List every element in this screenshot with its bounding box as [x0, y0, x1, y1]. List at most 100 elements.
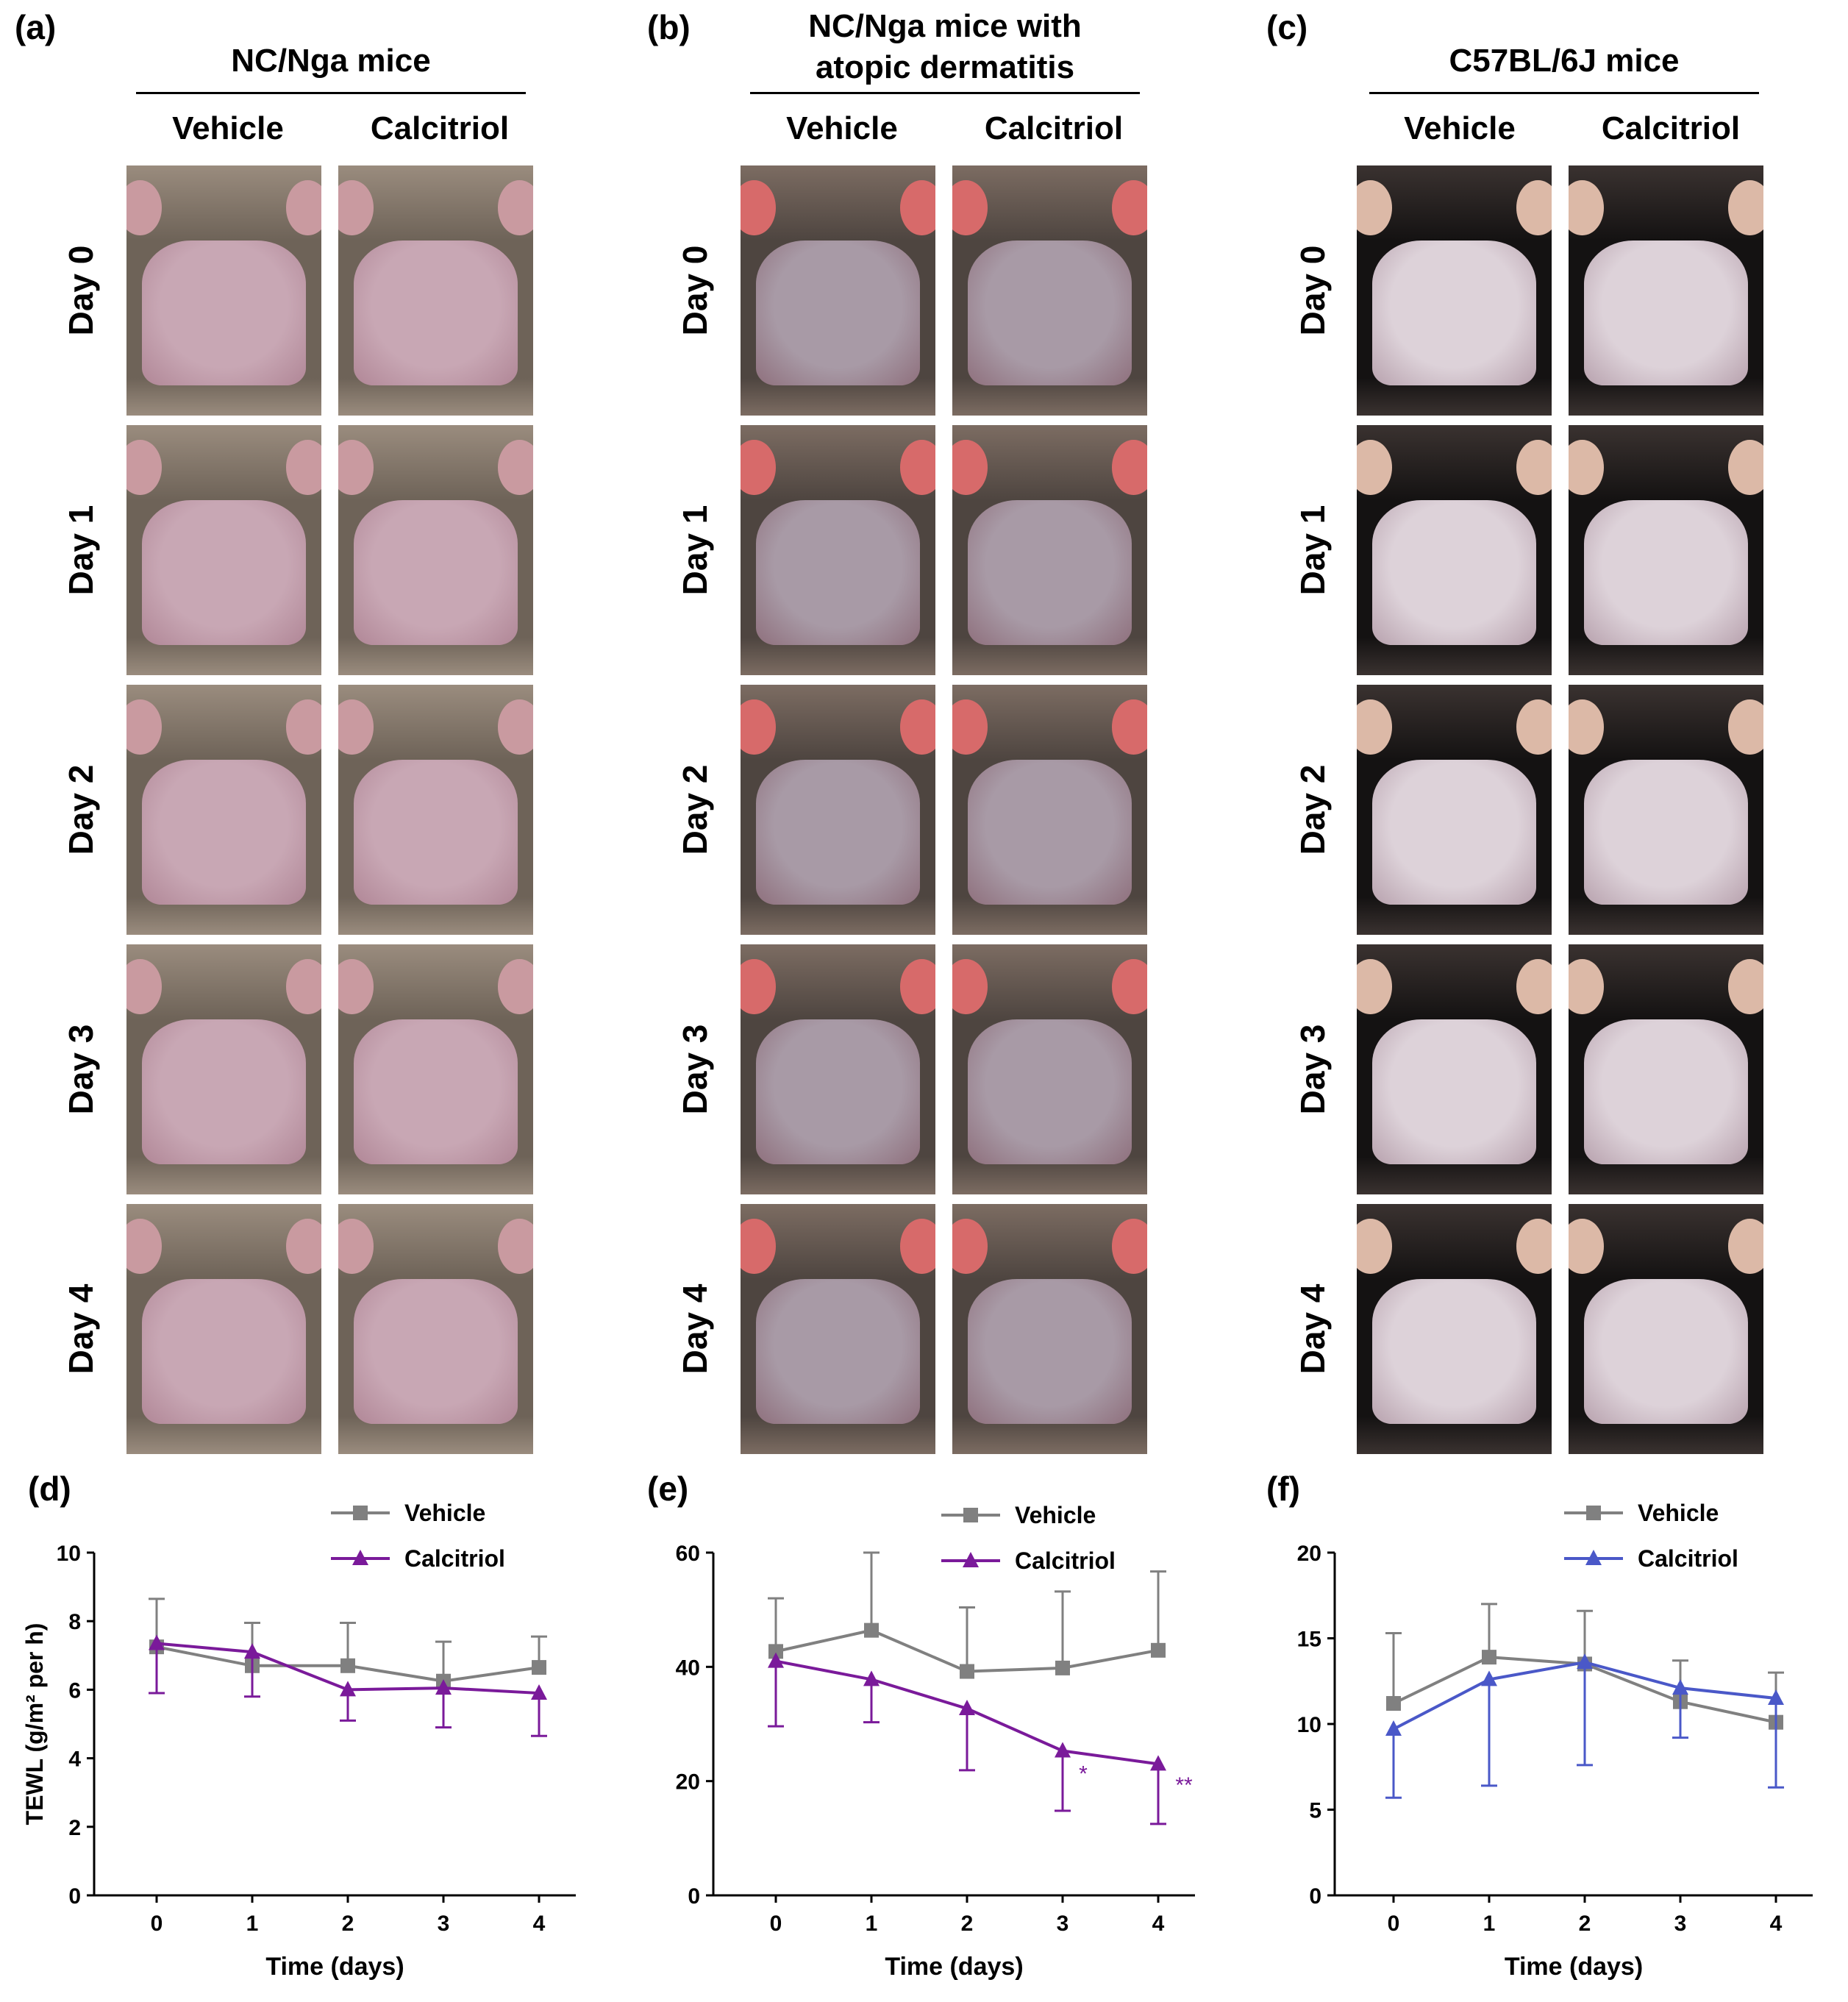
shaved-skin-area	[756, 1279, 920, 1425]
legend-label: Calcitriol	[404, 1545, 505, 1572]
x-tick-label: 1	[866, 1912, 878, 1936]
day-label: Day 2	[676, 764, 714, 855]
data-point-calcitriol	[1481, 1670, 1497, 1686]
ear-right	[286, 180, 321, 236]
y-tick-label: 20	[1297, 1542, 1321, 1566]
column-header-vehicle: Vehicle	[1404, 110, 1516, 146]
shaved-skin-area	[1584, 500, 1748, 646]
ear-right	[286, 1219, 321, 1275]
ear-left	[1357, 1219, 1392, 1275]
data-point-calcitriol	[1150, 1755, 1166, 1771]
data-point-vehicle	[1151, 1642, 1166, 1658]
ear-right	[498, 959, 533, 1015]
x-tick-label: 4	[533, 1912, 546, 1936]
shaved-skin-area	[354, 500, 518, 646]
shaved-skin-area	[1584, 760, 1748, 905]
data-point-calcitriol	[244, 1643, 260, 1659]
mouse-skin-photo	[952, 425, 1147, 675]
x-tick-label: 2	[1579, 1912, 1591, 1936]
column-header-calcitriol: Calcitriol	[1601, 110, 1741, 146]
ear-right	[498, 180, 533, 236]
panel-title-line: C57BL/6J mice	[1449, 43, 1680, 79]
tewl-chart-f: (f) 0 5 10 15 20 0 1 2 3 4 Time (days) Vehicle Calcit…	[1266, 1470, 1813, 1981]
day-label: Day 2	[62, 764, 100, 855]
data-point-calcitriol	[435, 1679, 452, 1695]
ear-right	[286, 699, 321, 755]
y-tick-label: 0	[68, 1884, 81, 1909]
mouse-skin-photo	[952, 685, 1147, 935]
mouse-skin-photo	[126, 685, 321, 935]
ear-left	[1357, 699, 1392, 755]
y-tick-label: 20	[676, 1770, 700, 1795]
ear-left	[1357, 180, 1392, 236]
shaved-skin-area	[354, 1019, 518, 1165]
mouse-skin-photo	[1569, 165, 1763, 416]
title-divider	[1369, 92, 1759, 94]
legend-marker	[352, 1550, 368, 1565]
ear-left	[1357, 440, 1392, 496]
panel-title-line: NC/Nga mice	[231, 43, 431, 79]
y-tick-label: 60	[676, 1542, 700, 1566]
data-point-calcitriol	[959, 1700, 975, 1716]
panel-title-line: atopic dermatitis	[815, 49, 1075, 85]
legend-marker	[963, 1552, 979, 1567]
ear-left	[126, 180, 162, 236]
legend-marker	[963, 1508, 978, 1522]
shaved-skin-area	[968, 1019, 1132, 1165]
y-axis-label: TEWL (g/m² per h)	[21, 1623, 48, 1825]
ear-right	[1516, 699, 1552, 755]
data-point-calcitriol	[863, 1670, 880, 1686]
mouse-skin-photo	[126, 944, 321, 1194]
legend-label: Calcitriol	[1015, 1547, 1116, 1574]
mouse-skin-photo	[338, 165, 533, 416]
data-point-calcitriol	[1768, 1689, 1784, 1706]
ear-left	[338, 699, 374, 755]
shaved-skin-area	[142, 760, 306, 905]
mouse-skin-photo	[952, 1204, 1147, 1454]
ear-right	[286, 959, 321, 1015]
shaved-skin-area	[968, 241, 1132, 386]
mouse-skin-photo	[338, 685, 533, 935]
data-point-vehicle	[1386, 1696, 1401, 1711]
day-label: Day 0	[1294, 245, 1332, 336]
shaved-skin-area	[1372, 760, 1536, 905]
x-tick-label: 1	[246, 1912, 259, 1936]
ear-left	[126, 699, 162, 755]
x-tick-label: 0	[151, 1912, 163, 1936]
data-point-vehicle	[768, 1644, 783, 1659]
ear-left	[338, 1219, 374, 1275]
day-label: Day 4	[1294, 1283, 1332, 1375]
data-point-vehicle	[340, 1658, 355, 1673]
ear-left	[126, 1219, 162, 1275]
ear-right	[1516, 1219, 1552, 1275]
data-point-calcitriol	[1055, 1742, 1071, 1758]
day-label: Day 0	[676, 245, 714, 336]
day-label: Day 1	[676, 505, 714, 596]
x-tick-label: 3	[1057, 1912, 1069, 1936]
ear-left	[952, 959, 988, 1015]
ear-right	[1728, 180, 1763, 236]
panel-title: NC/Nga mice with atopic dermatitis	[750, 6, 1140, 88]
legend-label: Vehicle	[1638, 1500, 1719, 1526]
ear-right	[498, 699, 533, 755]
panel-label: (b)	[647, 8, 691, 46]
ear-right	[1112, 440, 1147, 496]
significance-marker: **	[1175, 1773, 1193, 1798]
mouse-skin-photo	[1357, 425, 1552, 675]
ear-left	[1569, 699, 1604, 755]
ear-left	[126, 959, 162, 1015]
ear-right	[286, 440, 321, 496]
column-header-calcitriol: Calcitriol	[984, 110, 1124, 146]
ear-right	[1112, 959, 1147, 1015]
shaved-skin-area	[756, 1019, 920, 1165]
x-axis-label: Time (days)	[265, 1953, 404, 1981]
shaved-skin-area	[756, 760, 920, 905]
legend-marker	[1585, 1550, 1602, 1565]
x-tick-label: 2	[961, 1912, 974, 1936]
ear-right	[498, 1219, 533, 1275]
ear-left	[338, 440, 374, 496]
column-header-vehicle: Vehicle	[172, 110, 284, 146]
y-tick-label: 15	[1297, 1628, 1321, 1652]
mouse-skin-photo	[952, 165, 1147, 416]
shaved-skin-area	[1372, 500, 1536, 646]
